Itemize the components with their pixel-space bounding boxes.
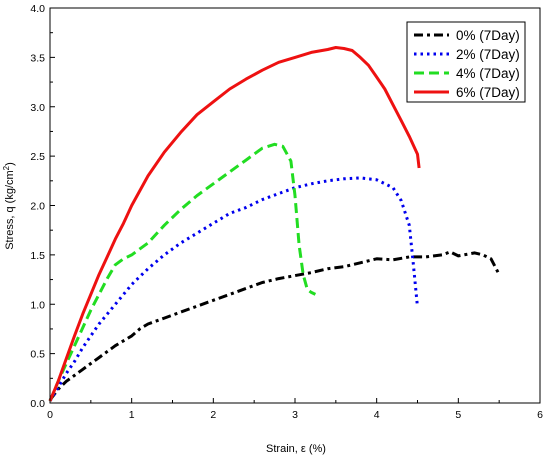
x-tick-label: 6 <box>537 409 543 421</box>
legend: 0% (7Day) 2% (7Day) 4% (7Day) 6% (7Day) <box>406 21 526 103</box>
y-axis-title-main: Stress, q (kg/cm <box>4 170 16 249</box>
series-line-3 <box>48 46 421 402</box>
legend-label-2: 4% (7Day) <box>456 66 520 81</box>
y-axis-title-tail: ) <box>4 162 16 166</box>
y-tick-label: 0.0 <box>30 398 45 410</box>
x-tick-label: 4 <box>374 409 380 421</box>
legend-label-0: 0% (7Day) <box>456 28 520 43</box>
series-line-1 <box>48 176 419 402</box>
y-tick-label: 3.5 <box>30 52 45 64</box>
series-line-2 <box>48 142 317 402</box>
y-axis-title-superscript: 2 <box>2 165 11 170</box>
series-layer <box>48 46 501 402</box>
x-tick-label: 1 <box>129 409 135 421</box>
x-tick-label: 0 <box>47 409 53 421</box>
y-tick-label: 0.5 <box>30 349 45 361</box>
y-tick-label: 4.0 <box>30 3 45 15</box>
x-tick-label: 5 <box>455 409 461 421</box>
y-tick-label: 2.0 <box>30 201 45 213</box>
y-tick-label: 1.0 <box>30 299 45 311</box>
y-tick-label: 3.0 <box>30 102 45 114</box>
y-axis-title: Stress, q (kg/cm2) <box>2 162 16 250</box>
y-tick-label: 2.5 <box>30 151 45 163</box>
legend-label-1: 2% (7Day) <box>456 47 520 62</box>
legend-label-3: 6% (7Day) <box>456 85 520 100</box>
x-tick-label: 3 <box>292 409 298 421</box>
x-axis-title: Strain, ε (%) <box>266 443 326 455</box>
axes-layer: 0 1 2 3 4 5 6 0.0 0.5 1.0 1.5 2.0 2.5 3.0 3.5 4.0 <box>30 3 543 421</box>
series-line-0 <box>48 250 501 401</box>
y-tick-label: 1.5 <box>30 250 45 262</box>
legend-box <box>406 21 526 103</box>
x-tick-label: 2 <box>210 409 216 421</box>
